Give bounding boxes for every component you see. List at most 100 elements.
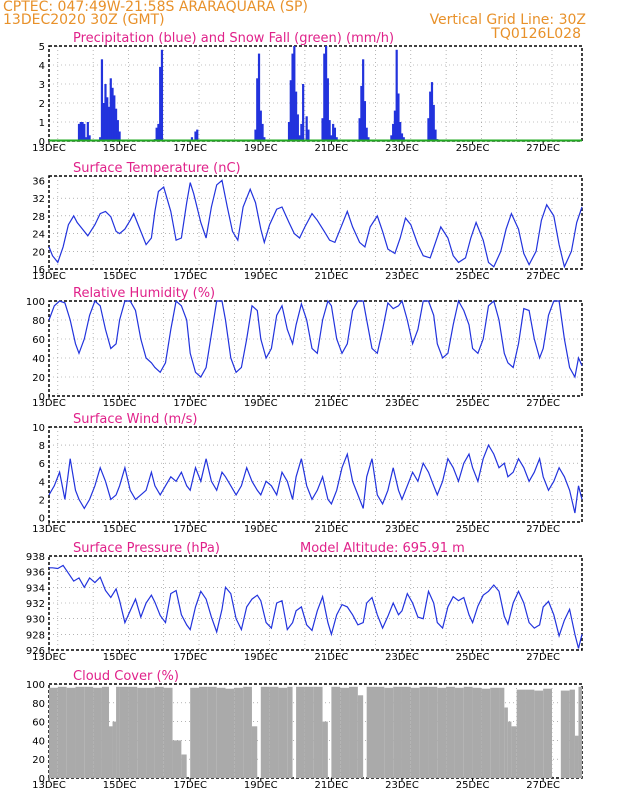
cloud-bar-22 — [216, 687, 226, 778]
panel-2-ytick-1: 20 — [32, 373, 45, 384]
precip-bar-54 — [360, 85, 363, 141]
header-line1-left: CPTEC: 047:49W-21:58S ARARAQUARA (SP) — [3, 0, 308, 15]
panel-4-xtick-1: 15DEC — [103, 652, 137, 663]
panel-4-ytick-4: 934 — [26, 583, 45, 594]
cloud-bar-29 — [269, 686, 279, 778]
panel-2-ytick-3: 60 — [32, 335, 45, 346]
panel-3-xtick-2: 17DEC — [173, 524, 207, 535]
header-line2-right: Vertical Grid Line: 30Z — [429, 12, 586, 28]
panel-1-frame — [48, 175, 583, 270]
cloud-bar-11 — [128, 686, 138, 778]
panel-5-ytick-5: 100 — [26, 680, 45, 691]
panel-0-title: Precipitation (blue) and Snow Fall (gree… — [73, 31, 394, 46]
cloud-bar-21 — [207, 686, 217, 778]
panel-3-ytick-0: 0 — [39, 513, 45, 524]
cloud-bar-55 — [472, 687, 482, 778]
precip-bar-45 — [323, 53, 326, 141]
panel-5-xtick-6: 25DEC — [456, 780, 490, 791]
panel-1-ytick-1: 20 — [32, 247, 45, 258]
panel-0-frame — [48, 45, 583, 142]
panel-5-xtick-0: 13DEC — [32, 780, 66, 791]
panel-3-ytick-3: 6 — [39, 459, 45, 470]
precip-bar-33 — [287, 122, 291, 141]
cloud-bar-47 — [401, 686, 411, 778]
panel-4-xtick-0: 13DEC — [32, 652, 66, 663]
panel-5-xtick-2: 17DEC — [173, 780, 207, 791]
precip-bar-25 — [194, 131, 197, 141]
panel-0-xtick-0: 13DEC — [32, 143, 66, 154]
cloud-bar-19 — [190, 687, 200, 778]
precip-bar-41 — [302, 84, 305, 141]
panel-3-xtick-4: 21DEC — [315, 524, 349, 535]
precip-bar-35 — [291, 53, 294, 141]
panel-2-xtick-5: 23DEC — [385, 398, 419, 409]
precip-bar-57 — [365, 127, 368, 141]
header-line2-left: 13DEC2020 30Z (GMT) — [3, 12, 165, 28]
precip-bar-69 — [430, 82, 434, 141]
panel-0-xtick-6: 25DEC — [456, 143, 490, 154]
cloud-bar-54 — [463, 686, 473, 778]
panel-0-ytick-4: 4 — [39, 61, 45, 72]
cloud-bar-43 — [366, 686, 376, 778]
precip-bar-18 — [118, 131, 121, 141]
cloud-bar-5 — [93, 687, 102, 778]
panel-1-ytick-0: 16 — [32, 265, 45, 276]
precip-bar-3 — [83, 123, 86, 141]
cloud-bar-20 — [199, 686, 208, 778]
cloud-bar-50 — [428, 686, 438, 778]
panel-2-title: Relative Humidity (%) — [73, 286, 215, 301]
precip-bar-16 — [114, 108, 118, 141]
cloud-bar-49 — [419, 686, 429, 778]
precip-bar-15 — [113, 95, 116, 141]
panel-5-xtick-4: 21DEC — [315, 780, 349, 791]
precip-bar-49 — [330, 135, 333, 141]
panel-0-xtick-1: 15DEC — [103, 143, 137, 154]
panel-5-title: Cloud Cover (%) — [73, 669, 179, 684]
precip-bar-11 — [106, 97, 109, 141]
precip-bar-31 — [261, 123, 264, 141]
precip-bar-62 — [395, 49, 398, 141]
precip-bar-22 — [159, 66, 162, 141]
panel-3-xtick-1: 15DEC — [103, 524, 137, 535]
precip-bar-24 — [190, 137, 194, 141]
cloud-bar-67 — [560, 690, 570, 778]
cloud-bar-10 — [119, 686, 129, 778]
cloud-bar-48 — [410, 687, 420, 778]
panel-3-frame — [48, 426, 583, 523]
precip-bar-67 — [427, 118, 430, 141]
cloud-bar-56 — [481, 688, 491, 778]
cloud-bar-51 — [437, 687, 447, 778]
cloud-bar-39 — [340, 687, 350, 778]
panel-0-xtick-7: 27DEC — [526, 143, 560, 154]
precip-bar-53 — [358, 118, 361, 141]
panel-2-xtick-0: 13DEC — [32, 398, 66, 409]
precip-bar-47 — [326, 78, 329, 141]
panel-5-ytick-4: 80 — [32, 699, 45, 710]
cloud-bar-38 — [331, 686, 341, 778]
precip-bar-30 — [259, 110, 262, 141]
cloud-bar-65 — [543, 688, 552, 778]
panel-4-xtick-2: 17DEC — [173, 652, 207, 663]
panel-1-xtick-5: 23DEC — [385, 271, 419, 282]
precip-bar-14 — [111, 87, 114, 141]
cloud-bar-28 — [260, 686, 270, 778]
precip-bar-44 — [321, 118, 324, 141]
cloud-bar-12 — [137, 687, 147, 778]
cloud-bar-45 — [384, 687, 394, 778]
cloud-bar-61 — [511, 726, 517, 778]
panel-1-title: Surface Temperature (nC) — [73, 161, 241, 176]
panel-3-xtick-0: 13DEC — [32, 524, 66, 535]
panel-2-frame — [48, 300, 583, 397]
panel-1-xtick-7: 27DEC — [526, 271, 560, 282]
panel-2-xtick-7: 27DEC — [526, 398, 560, 409]
precip-bar-48 — [328, 120, 331, 141]
precip-bar-50 — [332, 123, 335, 141]
panel-5-ytick-0: 0 — [39, 774, 45, 785]
panel-1-xtick-6: 25DEC — [456, 271, 490, 282]
panel-4-xtick-3: 19DEC — [244, 652, 278, 663]
cloud-bar-16 — [172, 740, 182, 778]
cloud-bar-68 — [569, 689, 575, 778]
cloud-bar-17 — [181, 754, 187, 778]
panel-2-ytick-0: 0 — [39, 392, 45, 403]
panel-3-ytick-2: 4 — [39, 477, 45, 488]
